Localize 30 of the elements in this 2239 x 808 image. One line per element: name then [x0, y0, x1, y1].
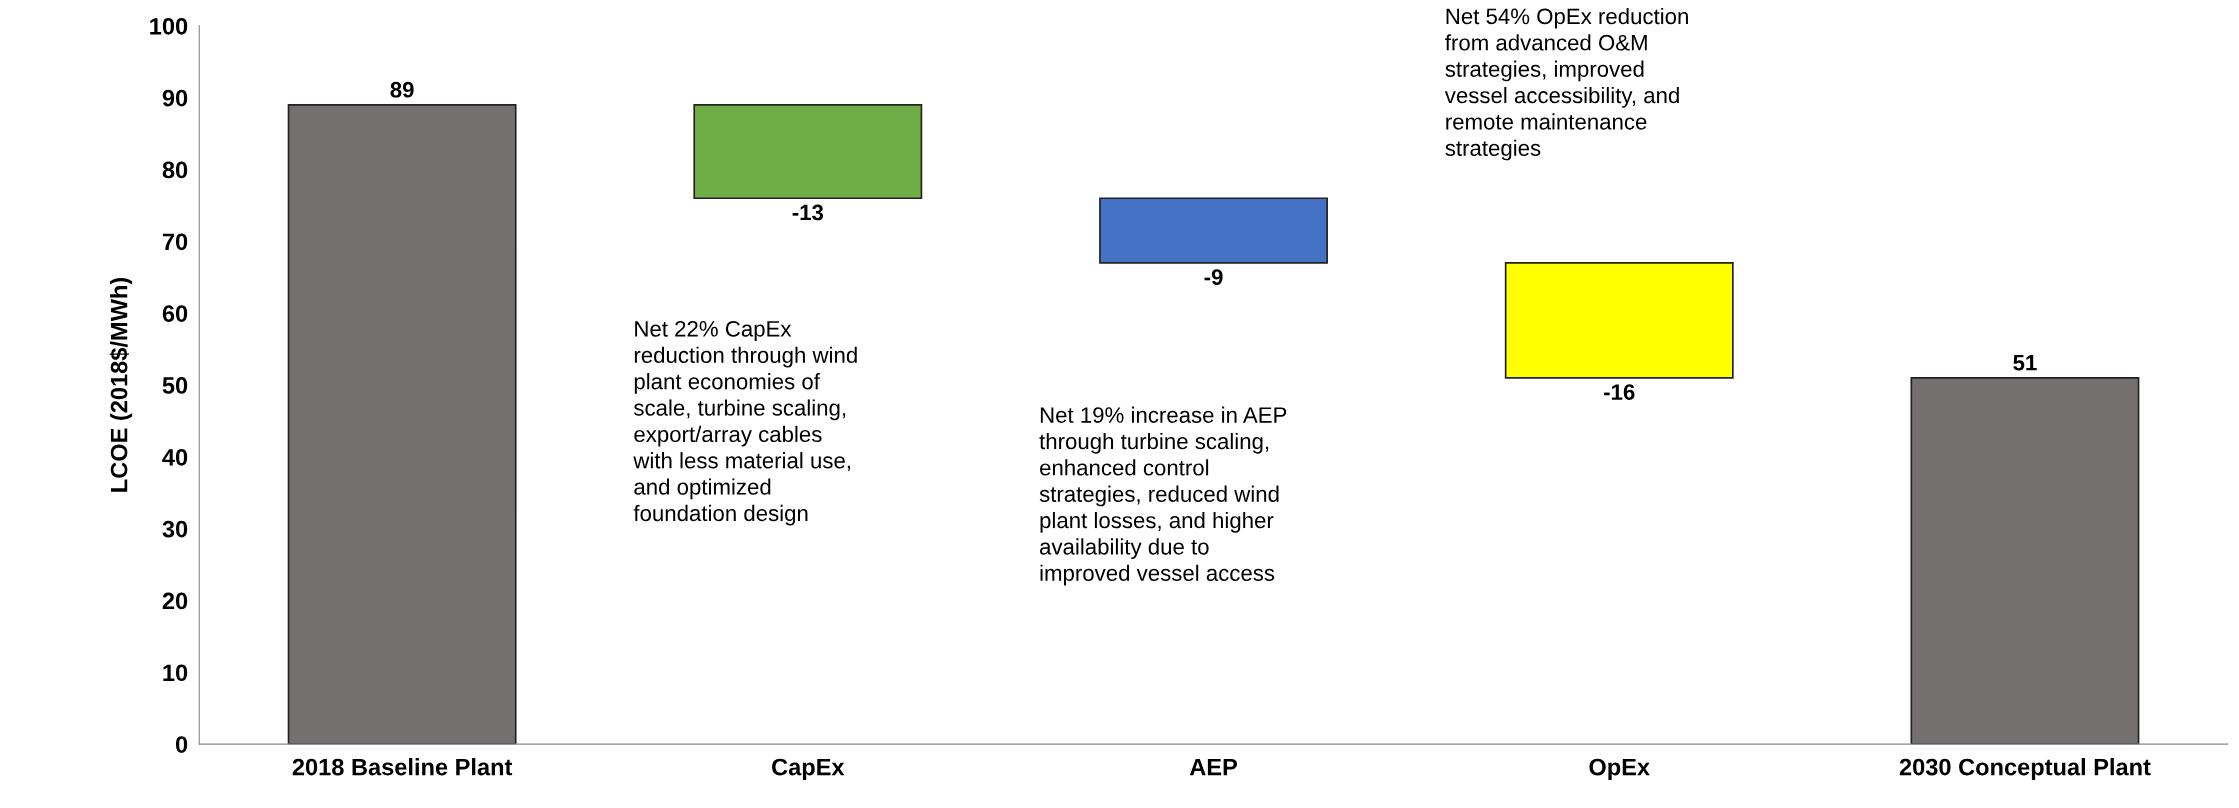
y-tick-label: 40 [162, 448, 188, 466]
bar [693, 104, 923, 200]
x-tick-label: OpEx [1589, 758, 1650, 781]
bar [1099, 197, 1328, 264]
y-tick-label: 0 [175, 736, 188, 753]
x-tick-label: 2030 Conceptual Plant [1899, 758, 2151, 781]
y-tick-label: 10 [163, 664, 188, 682]
x-tick-label: AEP [1189, 758, 1237, 776]
data-label: -9 [1204, 269, 1223, 285]
y-tick-label: 30 [162, 520, 188, 538]
y-tick-label: 20 [162, 592, 188, 610]
bar [287, 104, 517, 745]
y-axis-title: LCOE (2018$/MWh) [109, 277, 133, 492]
annotation: Net 22% CapEx reduction through wind plant economies of scale, turbine scaling, export/array cables with less material use, and optimized foundation design [633, 320, 857, 526]
y-tick-label: 50 [162, 377, 188, 394]
annotation: Net 54% OpEx reduction from advanced O&M strategies, improved vessel accessibility, and remote maintenance strategies [1444, 7, 1688, 161]
data-label: 51 [2013, 355, 2037, 371]
y-tick-label: 90 [162, 89, 188, 107]
x-tick-label: CapEx [772, 758, 845, 781]
data-label: 89 [390, 81, 414, 98]
data-label: -13 [792, 204, 824, 221]
y-tick-label: 60 [162, 305, 188, 322]
y-tick-label: 80 [162, 161, 188, 179]
x-tick-label: 2018 Baseline Plant [292, 758, 513, 776]
data-label: -16 [1604, 384, 1635, 400]
y-tick-label: 70 [162, 233, 188, 251]
annotation: Net 19% increase in AEP through turbine scaling, enhanced control strategies, reduced wind plant losses, and higher availability due to improved vessel access [1039, 406, 1287, 586]
y-tick-label: 100 [150, 17, 188, 35]
bar [1910, 376, 2140, 745]
bar [1504, 262, 1734, 379]
